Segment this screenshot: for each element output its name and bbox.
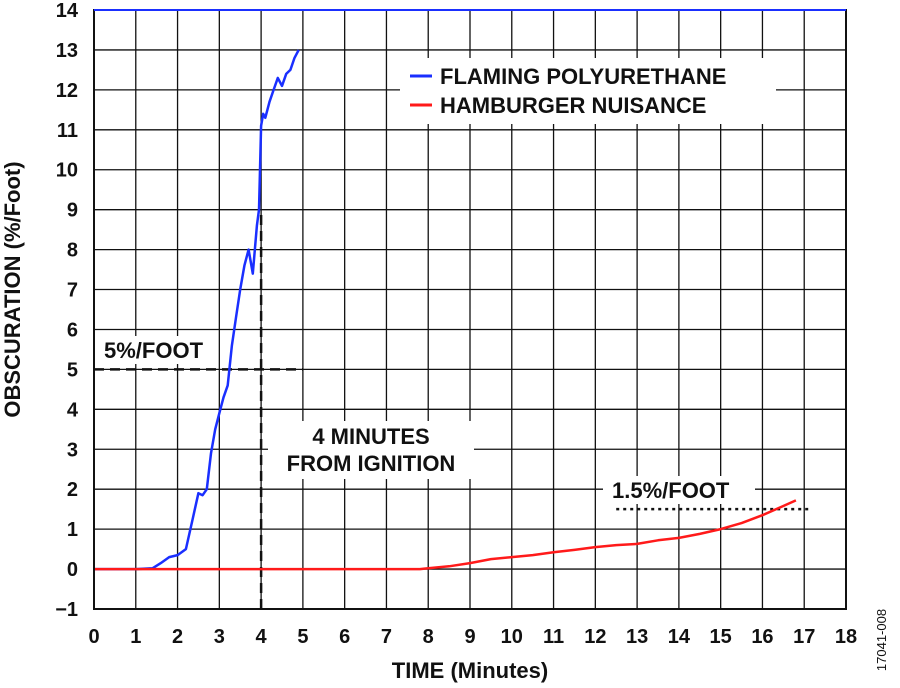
annotation-4min-line1: 4 MINUTES	[312, 424, 429, 449]
annotation-5pct-label: 5%/FOOT	[104, 338, 204, 363]
x-tick-label: 5	[297, 626, 308, 648]
x-tick-label: 18	[835, 626, 857, 648]
x-tick-label: 8	[423, 626, 434, 648]
annotation-4min-line2: FROM IGNITION	[287, 451, 456, 476]
x-tick-label: 12	[584, 626, 606, 648]
x-tick-label: 11	[543, 626, 564, 648]
y-tick-label: 14	[56, 0, 79, 22]
y-tick-label: 9	[67, 200, 78, 222]
series-line-flaming-polyurethane	[94, 49, 300, 571]
legend: FLAMING POLYURETHANE HAMBURGER NUISANCE	[400, 58, 776, 124]
annotation-4min: 4 MINUTES FROM IGNITION	[268, 421, 474, 479]
x-tick-label: 1	[130, 626, 141, 648]
x-tick-label: 4	[256, 626, 268, 648]
annotation-1-5pct: 1.5%/FOOT	[603, 476, 755, 504]
x-tick-label: 14	[668, 626, 691, 648]
x-tick-label: 15	[710, 626, 732, 648]
x-tick-label: 3	[214, 626, 225, 648]
legend-label-flaming: FLAMING POLYURETHANE	[440, 64, 726, 89]
y-tick-label: 1	[67, 519, 78, 541]
tick-labels: 0 1 2 3 4 5 6 7 8 9 10 11 12 13 14 15 16 17 18−10123456789…	[55, 0, 857, 648]
x-tick-label: 2	[172, 626, 183, 648]
x-tick-label: 9	[464, 626, 475, 648]
y-tick-label: 11	[57, 120, 78, 142]
y-tick-label: 8	[67, 240, 78, 262]
x-tick-label: 13	[626, 626, 648, 648]
legend-label-hamburger: HAMBURGER NUISANCE	[440, 93, 706, 118]
x-tick-label: 16	[751, 626, 773, 648]
x-axis-label: TIME (Minutes)	[392, 658, 548, 683]
annotation-1-5pct-label: 1.5%/FOOT	[612, 478, 730, 503]
figure-id: 17041-008	[874, 609, 889, 671]
series-lines	[94, 49, 797, 571]
x-tick-label: 7	[381, 626, 392, 648]
y-tick-label: −1	[55, 599, 78, 621]
series-line-hamburger-nuisance	[94, 499, 797, 571]
y-tick-label: 6	[67, 319, 78, 341]
y-tick-label: 0	[67, 559, 78, 581]
annotation-5pct: 5%/FOOT	[98, 336, 218, 364]
y-tick-label: 12	[56, 80, 78, 102]
y-tick-label: 2	[67, 479, 78, 501]
y-tick-label: 7	[67, 280, 78, 302]
x-tick-label: 6	[339, 626, 350, 648]
reference-lines	[94, 209, 809, 609]
x-tick-label: 0	[88, 626, 99, 648]
y-tick-label: 4	[67, 399, 79, 421]
x-tick-label: 10	[501, 626, 523, 648]
y-tick-label: 10	[56, 160, 78, 182]
x-tick-label: 17	[793, 626, 815, 648]
y-tick-label: 13	[56, 40, 78, 62]
y-tick-label: 5	[67, 359, 78, 381]
y-axis-label: OBSCURATION (%/Foot)	[0, 161, 25, 417]
y-tick-label: 3	[67, 439, 78, 461]
